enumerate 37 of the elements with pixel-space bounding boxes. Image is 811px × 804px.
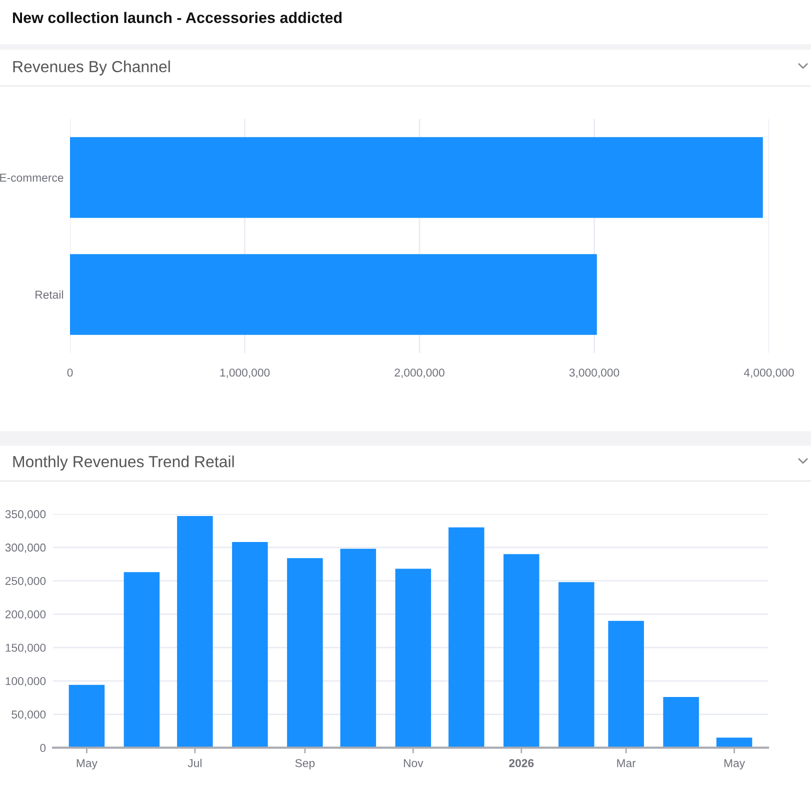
bar — [448, 527, 484, 748]
bar — [177, 516, 213, 748]
y-tick-label: 50,000 — [12, 710, 46, 720]
bar — [232, 542, 268, 748]
x-tick-label: Jul — [188, 758, 202, 768]
y-tick-label: 0 — [40, 744, 46, 752]
x-tick-label: Nov — [404, 759, 424, 768]
bar — [395, 568, 432, 748]
x-tick-label: 3,000,000 — [569, 368, 620, 378]
x-tick-label: May — [76, 759, 98, 770]
x-tick-label: 0 — [67, 368, 73, 377]
chart-title: New collection launch - Accessories addicted — [13, 12, 342, 24]
y-tick-label: 300,000 — [5, 544, 46, 553]
bar — [558, 582, 594, 748]
bar — [124, 572, 160, 748]
x-tick-label: Mar — [617, 759, 636, 768]
bar — [608, 620, 644, 748]
x-tick-label: 1,000,000 — [220, 368, 270, 378]
x-tick-label: 4,000,000 — [744, 368, 794, 378]
bar — [663, 696, 699, 748]
bar — [287, 558, 323, 748]
y-tick-label: E-commerce — [0, 174, 64, 182]
y-tick-label: 100,000 — [6, 677, 46, 687]
x-tick-label: May — [724, 759, 746, 770]
x-tick-label: 2026 — [509, 759, 534, 768]
y-tick-label: 350,000 — [5, 510, 46, 520]
y-tick-label: 150,000 — [6, 644, 46, 654]
bar — [68, 684, 105, 748]
chart-title: Monthly Revenues Trend Retail — [13, 456, 234, 470]
y-tick-label: 200,000 — [5, 610, 46, 620]
bar — [504, 554, 540, 748]
x-tick-label: Sep — [295, 759, 315, 770]
chart-subtitle: Revenues By Channel — [13, 60, 170, 76]
y-tick-label: 250,000 — [5, 576, 46, 586]
x-tick-label: 2,000,000 — [394, 368, 444, 378]
y-tick-label: Retail — [36, 290, 63, 299]
bar — [340, 548, 376, 748]
